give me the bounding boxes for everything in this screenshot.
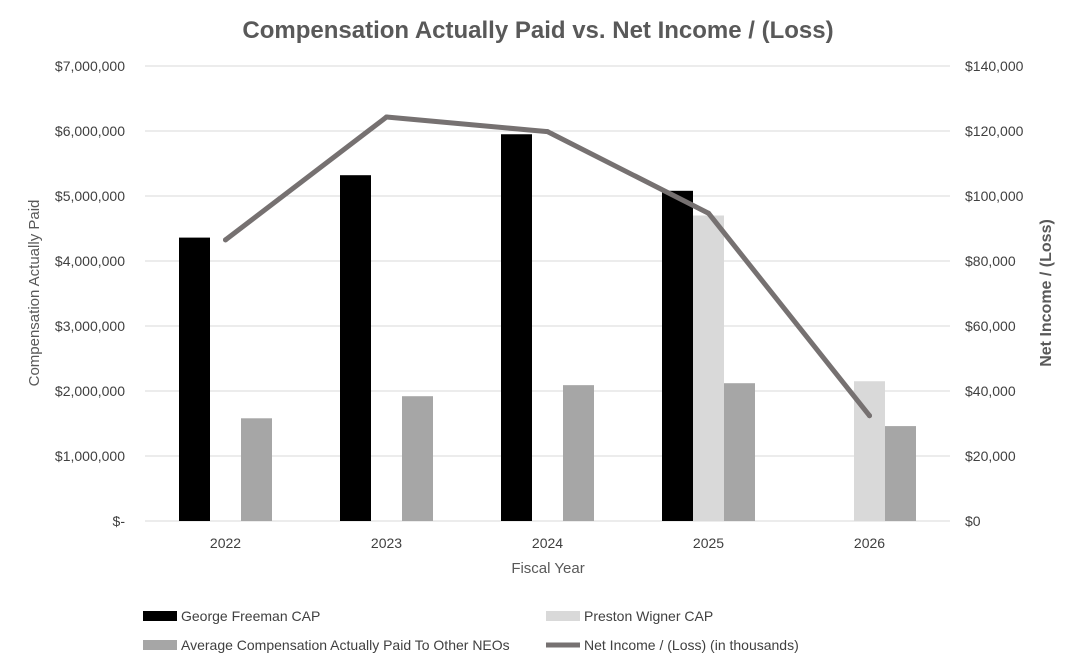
legend-swatch: [143, 611, 177, 621]
bar-george-freeman-cap-2024: [501, 134, 532, 521]
bars: [179, 134, 916, 522]
bar-average-compensation-actually-paid-to-other-neos-2023: [402, 396, 433, 521]
x-tick-label: 2024: [532, 535, 563, 551]
left-axis-title: Compensation Actually Paid: [26, 200, 43, 387]
right-tick-label: $20,000: [965, 448, 1016, 464]
right-tick-label: $80,000: [965, 253, 1016, 269]
legend-label: Average Compensation Actually Paid To Ot…: [181, 637, 510, 653]
right-tick-label: $100,000: [965, 188, 1024, 204]
bar-average-compensation-actually-paid-to-other-neos-2024: [563, 385, 594, 521]
bar-preston-wigner-cap-2025: [693, 215, 724, 521]
net-income-point-2022: [223, 237, 228, 243]
legend-swatch: [143, 640, 177, 650]
bar-average-compensation-actually-paid-to-other-neos-2022: [241, 418, 272, 521]
left-tick-label: $1,000,000: [55, 448, 125, 464]
net-income-line: [223, 114, 872, 419]
x-axis-ticks: 2022 2023 2024 2025 2026: [210, 535, 885, 551]
x-tick-label: 2022: [210, 535, 241, 551]
right-tick-label: $40,000: [965, 383, 1016, 399]
bar-george-freeman-cap-2022: [179, 237, 210, 521]
x-tick-label: 2025: [693, 535, 724, 551]
net-income-point-2024: [545, 129, 550, 135]
net-income-point-2025: [706, 210, 711, 216]
right-axis-title: Net Income / (Loss): [1038, 219, 1055, 367]
left-tick-label: $5,000,000: [55, 188, 125, 204]
chart-title: Compensation Actually Paid vs. Net Incom…: [242, 17, 833, 44]
bar-george-freeman-cap-2025: [662, 190, 693, 522]
x-axis-title: Fiscal Year: [511, 560, 584, 577]
right-axis-ticks: $0 $20,000 $40,000 $60,000 $80,000 $100,000 $1…: [965, 58, 1024, 529]
legend: George Freeman CAP Preston Wigner CAP Aver…: [143, 608, 799, 653]
left-tick-label: $7,000,000: [55, 58, 125, 74]
bar-average-compensation-actually-paid-to-other-neos-2026: [885, 426, 916, 521]
right-tick-label: $60,000: [965, 318, 1016, 334]
left-tick-label: $4,000,000: [55, 253, 125, 269]
left-tick-label: $6,000,000: [55, 123, 125, 139]
right-tick-label: $140,000: [965, 58, 1024, 74]
x-tick-label: 2023: [371, 535, 402, 551]
legend-label: George Freeman CAP: [181, 608, 320, 624]
legend-label: Net Income / (Loss) (in thousands): [584, 637, 799, 653]
net-income-line-layer: [223, 114, 872, 419]
net-income-point-2023: [384, 114, 389, 120]
legend-swatch: [546, 611, 580, 621]
left-axis-ticks: $- $1,000,000 $2,000,000 $3,000,000 $4,000,0…: [55, 58, 125, 529]
left-tick-label: $-: [113, 513, 126, 529]
bar-average-compensation-actually-paid-to-other-neos-2025: [724, 383, 755, 521]
left-tick-label: $2,000,000: [55, 383, 125, 399]
legend-label: Preston Wigner CAP: [584, 608, 713, 624]
net-income-point-2026: [867, 413, 872, 419]
bar-george-freeman-cap-2023: [340, 175, 371, 521]
right-tick-label: $0: [965, 513, 981, 529]
right-tick-label: $120,000: [965, 123, 1024, 139]
left-tick-label: $3,000,000: [55, 318, 125, 334]
x-tick-label: 2026: [854, 535, 885, 551]
